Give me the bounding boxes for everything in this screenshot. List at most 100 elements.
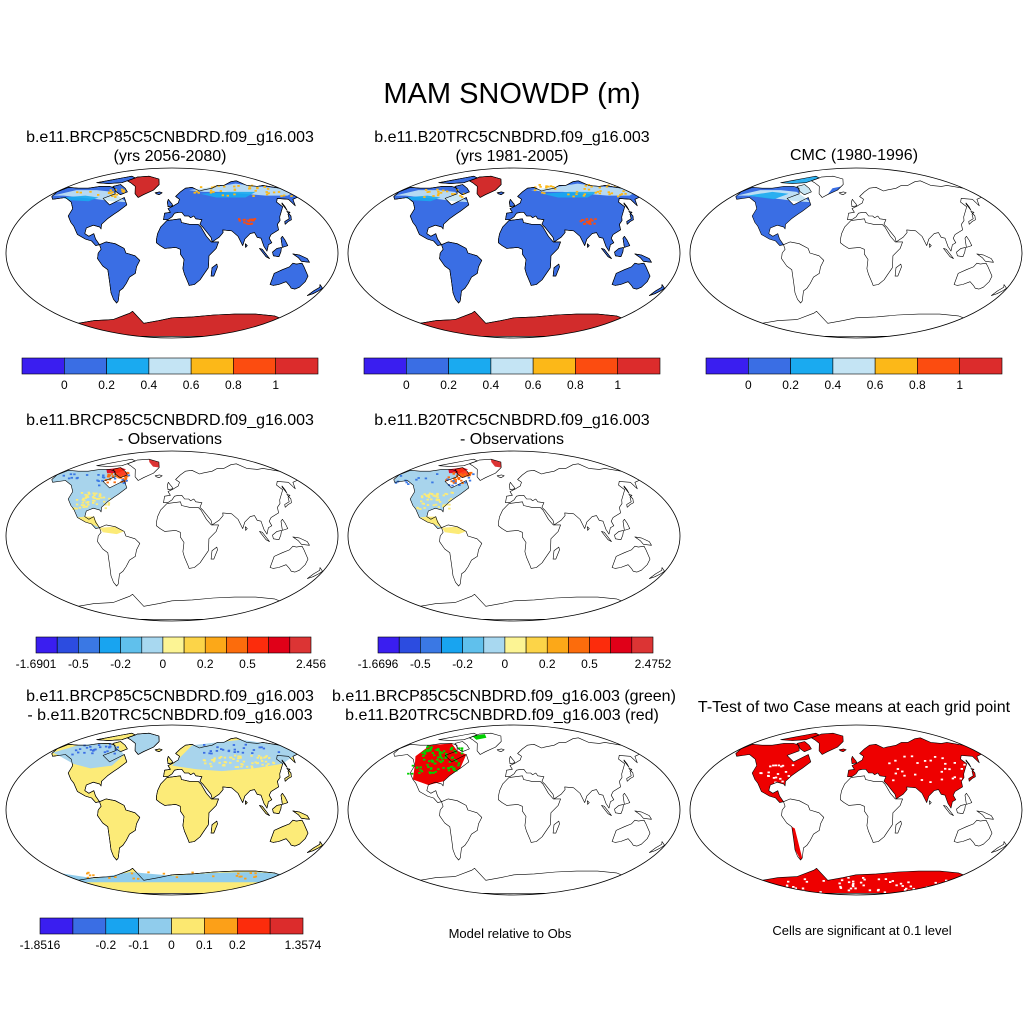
p6-diff-yellow-eu-cell [218,761,221,764]
p4-land-australia [269,545,309,573]
p2-land-nz [649,284,665,296]
p5-land-newguinea [634,536,652,546]
p5-colorbar-label: -1.6696 [358,657,399,671]
p5-colorbar-swatch [631,636,654,654]
p5-colorbar-swatch [398,636,421,654]
p5-diff-orange-cell [453,477,456,480]
p7-rel-green-cell [434,762,437,765]
p5-diff-yellow-cell [442,504,446,506]
p6-diff-blue-eu-cell [242,747,246,749]
p6-diff-yellow-eu-cell [213,759,216,761]
p8-sig-gap-ant-cell [786,891,790,894]
p6-land-sakhalin [281,759,288,768]
p8-sig-ca [761,790,773,797]
p8-sig-gap-eu-cell [910,755,914,758]
p4-diff-yellow-cell [85,501,88,504]
p5-land-antarctica [385,594,635,620]
p8-land-madagascar [894,820,902,834]
p7-land-newguinea [634,810,652,820]
p6-land-srilanka [245,800,248,805]
p7-land-sakhalin [623,759,630,768]
p5-diff-yellow-cell [436,493,439,496]
p5-diff-yellow-cell [420,500,423,503]
p8-sig-gap-ant-cell [847,889,851,892]
p5-diff-orange-cell [468,472,471,474]
p6-diff-yellow-eu-cell [242,760,246,763]
p1-snow-red-cell [238,218,241,220]
p3-land-uk [851,199,858,207]
p2-land-eurasia [505,180,640,252]
p6-diff-yellow-eu-cell [265,755,268,757]
p7-rel-green-cell [423,751,427,754]
p6-diff-orange-cell [132,877,135,880]
p2-land-madagascar [552,263,560,277]
p7-rel-green-cell [450,748,453,751]
p2-colorbar-label: 0.6 [525,378,542,392]
p3-obs-baffin [796,184,812,195]
p2-land-newguinea [634,253,652,263]
panel-3-title-line1: CMC (1980-1996) [789,147,919,164]
p2-snow-orange-cell [624,192,627,195]
p7-land-africa [498,775,561,843]
p8-land-greenland [811,732,844,755]
p2-land-sumatra [601,248,612,259]
p4-colorbar-swatch [289,636,312,654]
p2-snow-orange-cell [582,194,586,197]
p8-sig-gap-ant-cell [912,887,915,890]
p8-sig-gap-ant-cell [839,887,843,889]
panel-2-colorbar: 0 0.2 0.4 0.6 0.8 1 [363,357,661,392]
p7-rel-green-cell [454,751,458,754]
p2-snow-orange-cell [608,193,611,196]
p1-colorbar-swatch [190,357,234,375]
p6-land-samerica [97,798,141,861]
p1-snow-orange-cell [221,194,225,197]
p4-diff-yellow-cell [80,492,84,494]
p1-colorbar-label: 1 [272,378,279,392]
p2-land-borneo [614,247,624,257]
panel-6-title-line1: b.e11.BRCP85C5CNBDRD.f09_g16.003 [26,688,314,705]
p4-diff-yellow-cell [75,499,79,501]
p6-land-samerica [97,798,141,861]
p8-land-africa [840,775,903,843]
p6-diff-orange-cell [237,872,240,875]
p2-land-uk [509,199,516,207]
p6-map-frame [5,724,339,896]
p1-snow-cyan-na [61,195,99,202]
p2-colorbar-swatch [405,357,449,375]
p5-diff-greenland [491,459,502,468]
p2-snow-orange-cell [549,185,553,188]
p4-diff-orange-cell [107,475,110,478]
p7-rel-green-cell [425,749,429,751]
p1-snow-orange-cell [226,194,229,197]
p8-sig-gap-ant-cell [889,881,892,883]
p7-rel-green-cell [415,766,419,769]
p5-land-baffin [454,467,470,478]
p2-snow-orange-cell [617,195,620,198]
p4-diff-yellow-cell [107,502,111,504]
p7-land-namerica [393,743,470,803]
panel-8-map [689,724,1023,896]
p2-land-arcticis [438,175,478,184]
p6-diff-yellow-eu-cell [245,765,249,768]
p6-diff-yellow-eu-cell [211,759,214,761]
p6-diff-blue-eu-cell [232,744,236,746]
p3-colorbar-swatch [874,357,918,375]
p7-rel-green-cell [421,752,424,754]
p1-snow-red-cell [250,219,253,222]
p8-land-borneo [956,804,966,814]
p2-snow-orange-cell [587,188,591,191]
p6-colorbar-label: 0 [168,938,175,952]
p8-sig-gap-ant-cell [756,877,759,879]
p1-snow-orange-na-cell [115,193,119,196]
p5-diff-orange-cell [450,480,453,483]
p6-diff-blue-cell [97,744,101,746]
p8-sig-gap-eu-cell [894,772,897,775]
p6-diff-orange-cell [86,876,90,879]
p2-snow-orange-na-cell [445,190,449,193]
p4-diff-yellow-cell [88,493,91,495]
p1-snow-orange-cell [193,191,196,194]
p6-diff-blue-eu-cell [210,752,213,755]
p2-snow-orange-na-cell [436,194,440,197]
p6-diff-blue-eu-cell [221,748,225,751]
p5-diff-central-america [419,516,442,528]
